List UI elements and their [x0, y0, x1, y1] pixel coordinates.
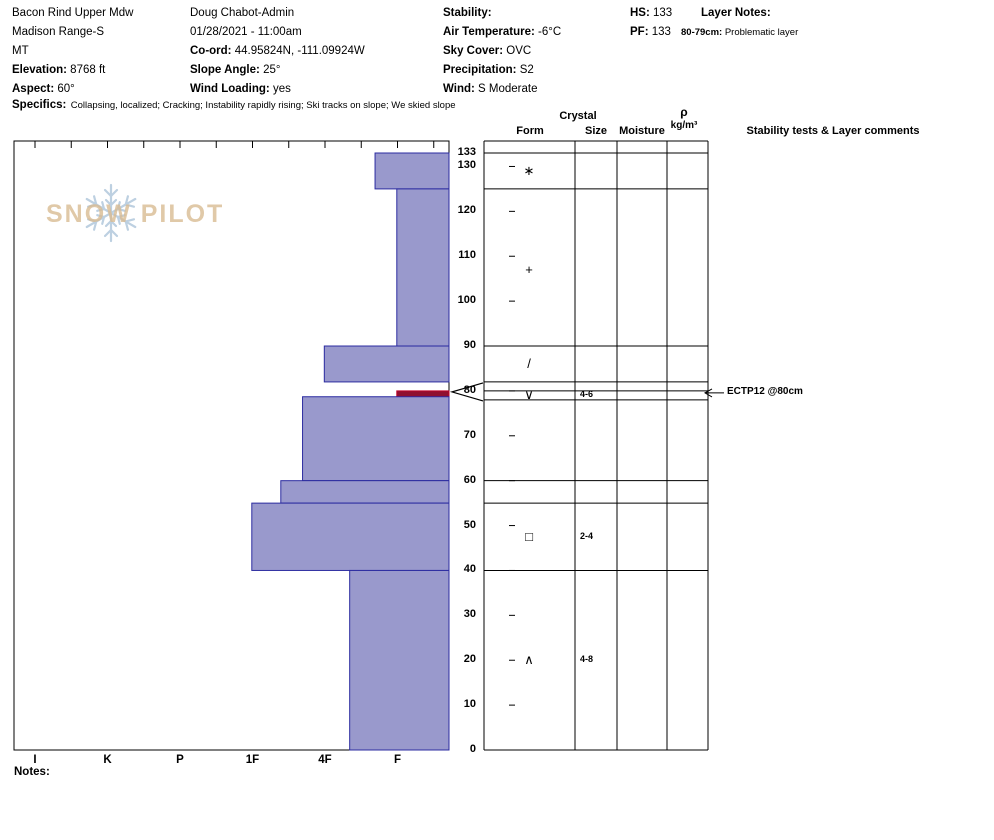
- hs-label: HS:: [630, 7, 650, 19]
- grain-form-symbol: ∗: [523, 162, 535, 178]
- hardness-label: K: [103, 754, 112, 766]
- depth-label: 50: [463, 518, 476, 531]
- specifics-line: Specifics: Collapsing, localized; Cracki…: [12, 95, 456, 113]
- aspect-value: 60°: [57, 83, 75, 95]
- hardness-label: I: [33, 754, 37, 766]
- grain-form-symbol: +: [525, 261, 533, 277]
- size-header: Size: [584, 125, 607, 137]
- depth-label: 20: [463, 653, 476, 666]
- wind: Wind: S Moderate: [443, 80, 561, 99]
- depth-label: 120: [457, 204, 476, 217]
- pf-value: 133: [651, 26, 671, 38]
- pit-depth: PF: 133: [630, 23, 672, 42]
- coord-label: Co-ord:: [190, 45, 232, 57]
- wind-loading-label: Wind Loading:: [190, 83, 270, 95]
- notes-label: Notes:: [14, 766, 50, 778]
- hardness-label: P: [176, 754, 184, 766]
- wind-value: S Moderate: [478, 83, 538, 95]
- grain-size: 4-8: [580, 654, 594, 665]
- layer-bar: [280, 480, 450, 504]
- elevation-value: 8768 ft: [70, 64, 106, 76]
- density-header: ρ: [680, 105, 688, 119]
- stability-label: Stability:: [443, 7, 492, 19]
- precipitation-label: Precipitation:: [443, 64, 517, 76]
- layer-bar: [251, 502, 450, 571]
- hardness-label: F: [393, 754, 402, 766]
- observer-info: Doug Chabot-Admin 01/28/2021 - 11:00am C…: [190, 4, 365, 99]
- layer-note-entry: 80-79cm: Problematic layer: [681, 23, 798, 42]
- grain-form-symbol: ∧: [524, 652, 534, 668]
- grain-size: 4-6: [580, 389, 594, 400]
- comments-header: Stability tests & Layer comments: [746, 125, 920, 137]
- observer-name: Doug Chabot-Admin: [190, 7, 295, 19]
- slope-angle: Slope Angle: 25°: [190, 61, 365, 80]
- moisture-header: Moisture: [619, 125, 665, 137]
- depth-label: 90: [463, 339, 476, 351]
- depth-label: 30: [463, 608, 476, 621]
- slope-angle-label: Slope Angle:: [190, 64, 260, 76]
- conditions-info: Stability: Air Temperature: -6°C Sky Cov…: [443, 4, 561, 99]
- depth-label: 80: [463, 383, 476, 396]
- watermark-text: SNOW PILOT: [46, 200, 225, 228]
- pf-label: PF:: [630, 26, 649, 38]
- site-state: MT: [12, 45, 29, 57]
- density-unit-label: kg/m³: [670, 120, 698, 131]
- coord-value: 44.95824N, -111.09924W: [234, 45, 365, 57]
- air-temp-value: -6°C: [538, 26, 562, 38]
- site-name: Bacon Rind Upper Mdw: [12, 7, 134, 19]
- depth-label: 70: [463, 428, 476, 441]
- layer-note-text: Problematic layer: [724, 27, 799, 38]
- site-elevation: Elevation: 8768 ft: [12, 61, 133, 80]
- slope-angle-value: 25°: [263, 64, 281, 76]
- depth-label: 60: [463, 473, 476, 486]
- wind-loading-value: yes: [272, 83, 291, 95]
- test-arrow-head: [703, 388, 713, 398]
- depth-label: 0: [469, 743, 476, 755]
- air-temp-label: Air Temperature:: [443, 26, 535, 38]
- site-info: Bacon Rind Upper Mdw Madison Range-S MT …: [12, 4, 133, 99]
- totals-info: HS: 133 PF: 133: [630, 4, 672, 42]
- coordinates: Co-ord: 44.95824N, -111.09924W: [190, 42, 365, 61]
- hardness-label: 4F: [318, 754, 332, 766]
- hs-value: 133: [653, 7, 673, 19]
- site-aspect: Aspect: 60°: [12, 80, 133, 99]
- layer-notes-title-text: Layer Notes:: [701, 7, 771, 19]
- grain-size: 2-4: [580, 530, 594, 541]
- stability-test-label: ECTP12 @80cm: [727, 385, 803, 397]
- depth-label: 40: [463, 563, 476, 576]
- elevation-label: Elevation:: [12, 64, 67, 76]
- layer-notes-title: Layer Notes:: [681, 4, 798, 23]
- sky-cover: Sky Cover: OVC: [443, 42, 561, 61]
- site-range: Madison Range-S: [12, 26, 105, 38]
- form-header: Form: [516, 125, 544, 137]
- sky-cover-value: OVC: [506, 45, 532, 57]
- depth-label: 10: [463, 698, 476, 711]
- precipitation: Precipitation: S2: [443, 61, 561, 80]
- observation-datetime: 01/28/2021 - 11:00am: [190, 26, 302, 38]
- specifics-value: Collapsing, localized; Cracking; Instabi…: [70, 100, 456, 111]
- wind-loading: Wind Loading: yes: [190, 80, 365, 99]
- depth-label: 100: [457, 294, 476, 307]
- precipitation-value: S2: [519, 64, 534, 76]
- depth-label: 110: [458, 249, 476, 262]
- height-of-snow: HS: 133: [630, 4, 672, 23]
- layer-notes: Layer Notes: 80-79cm: Problematic layer: [681, 4, 798, 42]
- air-temperature: Air Temperature: -6°C: [443, 23, 561, 42]
- sky-cover-label: Sky Cover:: [443, 45, 504, 57]
- grain-form-symbol: ∨: [524, 387, 534, 403]
- layer-note-range: 80-79cm:: [681, 27, 723, 38]
- aspect-label: Aspect:: [12, 83, 55, 95]
- layer-bar: [302, 396, 450, 482]
- depth-label: 130: [457, 159, 476, 172]
- stability: Stability:: [443, 4, 561, 23]
- grain-form-symbol: □: [525, 528, 533, 544]
- specifics-label: Specifics:: [12, 99, 67, 111]
- hardness-label: 1F: [245, 754, 260, 766]
- grain-form-symbol: /: [527, 355, 531, 371]
- wind-label: Wind:: [443, 83, 475, 95]
- crystal-header: Crystal: [559, 110, 597, 122]
- depth-label: 133: [457, 146, 476, 158]
